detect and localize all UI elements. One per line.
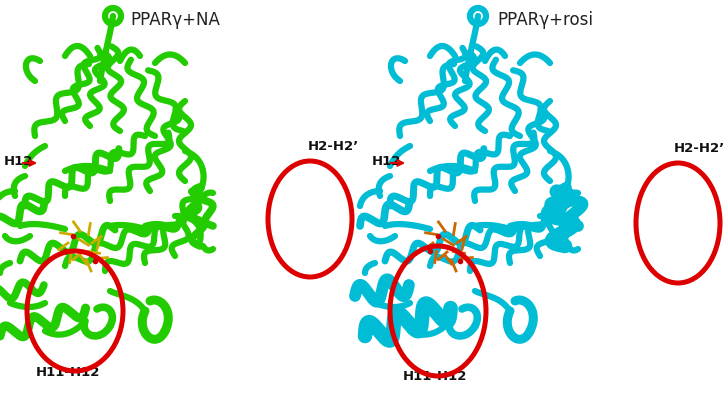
Text: H12: H12 xyxy=(372,155,401,168)
Text: H2-H2’: H2-H2’ xyxy=(674,142,725,155)
Text: H11-H12: H11-H12 xyxy=(403,370,467,383)
Text: H2-H2’: H2-H2’ xyxy=(308,140,359,153)
Text: H11-H12: H11-H12 xyxy=(36,366,100,379)
Text: PPARγ+NA: PPARγ+NA xyxy=(130,11,220,29)
Text: PPARγ+rosi: PPARγ+rosi xyxy=(497,11,593,29)
Text: H12: H12 xyxy=(4,155,33,168)
